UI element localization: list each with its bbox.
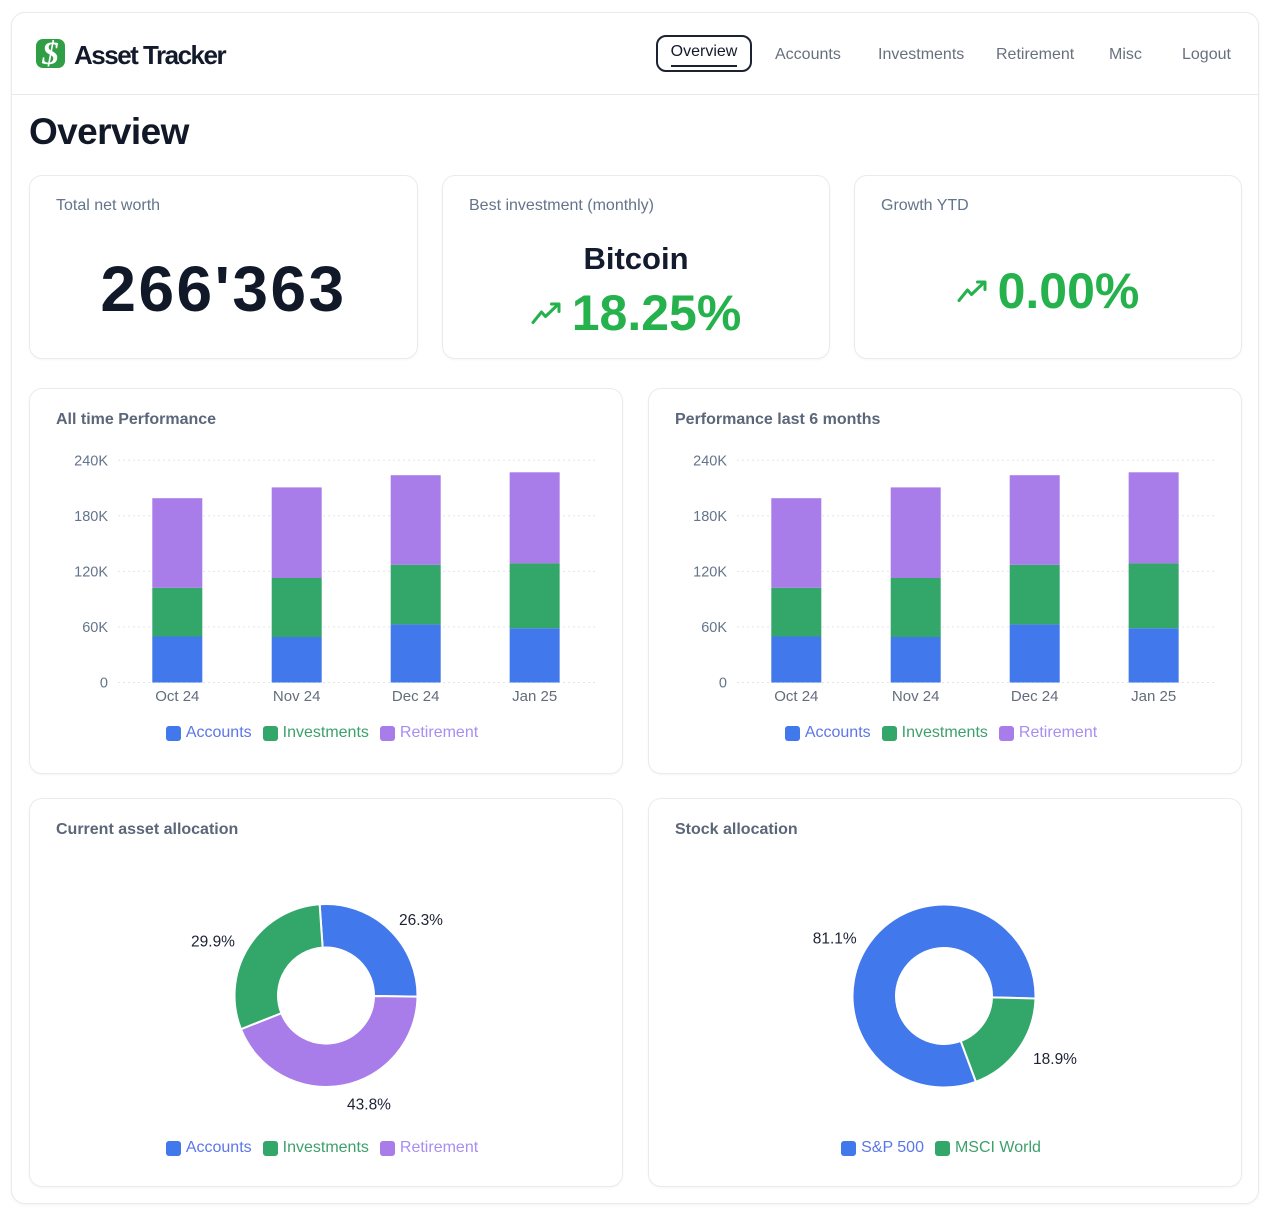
svg-text:26.3%: 26.3%	[399, 912, 443, 929]
svg-text:81.1%: 81.1%	[813, 930, 857, 947]
svg-text:240K: 240K	[693, 453, 727, 469]
svg-text:Jan 25: Jan 25	[512, 688, 557, 705]
svg-text:240K: 240K	[74, 453, 108, 469]
svg-text:60K: 60K	[82, 620, 108, 636]
svg-text:Jan 25: Jan 25	[1131, 688, 1176, 705]
svg-text:180K: 180K	[693, 509, 727, 525]
svg-text:18.9%: 18.9%	[1033, 1051, 1077, 1068]
svg-text:29.9%: 29.9%	[191, 934, 235, 951]
svg-text:Oct 24: Oct 24	[155, 688, 199, 705]
svg-text:60K: 60K	[701, 620, 727, 636]
svg-text:180K: 180K	[74, 509, 108, 525]
svg-text:120K: 120K	[693, 564, 727, 580]
svg-text:Nov 24: Nov 24	[892, 688, 940, 705]
svg-text:43.8%: 43.8%	[347, 1097, 391, 1114]
svg-text:Oct 24: Oct 24	[774, 688, 818, 705]
svg-text:Nov 24: Nov 24	[273, 688, 321, 705]
svg-text:0: 0	[100, 676, 108, 692]
svg-text:0: 0	[719, 676, 727, 692]
svg-text:120K: 120K	[74, 564, 108, 580]
svg-text:Dec 24: Dec 24	[392, 688, 440, 705]
svg-text:Dec 24: Dec 24	[1011, 688, 1059, 705]
